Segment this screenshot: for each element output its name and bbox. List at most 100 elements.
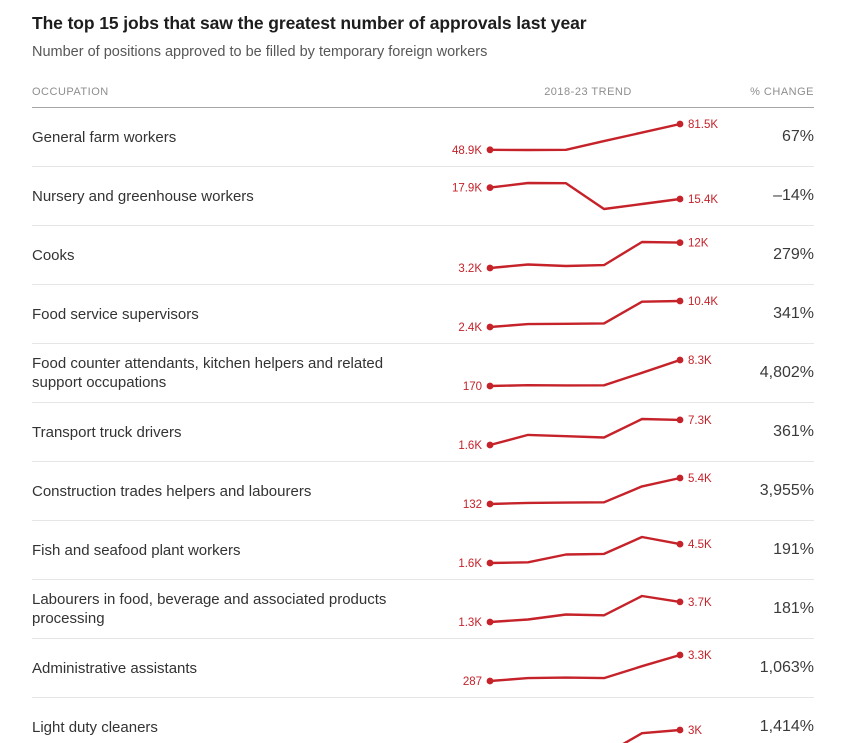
column-header-occupation: OCCUPATION (32, 86, 109, 98)
sparkline-svg: 287 3.3K (463, 650, 712, 688)
end-value-label: 12K (688, 238, 709, 250)
start-dot (486, 441, 494, 449)
trend-sparkline-cell: 1.3K 3.7K (432, 580, 744, 638)
table-row: Transport truck drivers 1.6K 7.3K 361% (32, 403, 814, 462)
sparkline-svg: 48.9K 81.5K (452, 119, 718, 157)
percent-change-value: 67% (781, 128, 814, 145)
trend-line (488, 240, 682, 270)
occupation-label: Labourers in food, beverage and associat… (32, 591, 387, 627)
percent-change-value: 4,802% (759, 364, 814, 381)
trend-line (488, 181, 682, 211)
end-value-label: 10.4K (688, 296, 718, 308)
trend-sparkline-cell: 1.6K 7.3K (432, 403, 744, 461)
table-row: Food counter attendants, kitchen helpers… (32, 344, 814, 403)
percent-change-value: –14% (773, 187, 814, 204)
start-value-label: 1.6K (458, 440, 482, 452)
end-dot (676, 726, 684, 734)
sparkline-svg: 170 8.3K (463, 355, 712, 393)
chart-subtitle: Number of positions approved to be fille… (32, 44, 488, 60)
start-value-label: 1.3K (458, 617, 482, 629)
start-dot (486, 146, 494, 154)
start-dot (486, 500, 494, 508)
start-value-label: 48.9K (452, 145, 482, 157)
end-value-label: 7.3K (688, 415, 712, 427)
sparkline-svg: 2.4K 10.4K (458, 296, 718, 334)
occupation-label: General farm workers (32, 128, 177, 146)
end-dot (676, 416, 684, 424)
trend-sparkline-cell: 287 3.3K (432, 639, 744, 697)
end-value-label: 8.3K (688, 355, 712, 367)
trend-line (488, 417, 682, 447)
end-dot (676, 297, 684, 305)
start-value-label: 287 (463, 676, 482, 688)
start-dot (486, 677, 494, 685)
trend-sparkline-cell: 3K (432, 698, 744, 743)
sparkline-svg: 3.2K 12K (458, 238, 709, 275)
end-value-label: 81.5K (688, 119, 718, 131)
trend-line (488, 476, 682, 506)
trend-line (488, 122, 682, 152)
occupation-label: Food service supervisors (32, 305, 199, 323)
start-value-label: 3.2K (458, 263, 482, 275)
end-dot (676, 651, 684, 659)
occupation-label: Construction trades helpers and labourer… (32, 482, 312, 500)
trend-sparkline-cell: 170 8.3K (432, 344, 744, 402)
end-value-label: 4.5K (688, 539, 712, 551)
occupation-label: Nursery and greenhouse workers (32, 187, 254, 205)
trend-line (488, 653, 682, 683)
end-value-label: 15.4K (688, 194, 718, 206)
occupation-label: Transport truck drivers (32, 423, 182, 441)
table-row: Administrative assistants 287 3.3K 1,063% (32, 639, 814, 698)
trend-line (488, 594, 682, 624)
start-value-label: 1.6K (458, 558, 482, 570)
percent-change-value: 181% (773, 600, 814, 617)
percent-change-value: 341% (773, 305, 814, 322)
end-value-label: 5.4K (688, 473, 712, 485)
table-row: Labourers in food, beverage and associat… (32, 580, 814, 639)
end-value-label: 3.3K (688, 650, 712, 662)
start-dot (486, 184, 494, 191)
table-row: General farm workers 48.9K 81.5K 67% (32, 108, 814, 167)
chart-title: The top 15 jobs that saw the greatest nu… (32, 13, 587, 33)
trend-line (488, 299, 682, 329)
end-dot (676, 120, 684, 128)
percent-change-value: 1,414% (759, 718, 814, 735)
trend-sparkline-cell: 1.6K 4.5K (432, 521, 744, 579)
trend-sparkline-cell: 3.2K 12K (432, 226, 744, 284)
trend-sparkline-cell: 132 5.4K (432, 462, 744, 520)
sparkline-svg: 1.3K 3.7K (458, 594, 712, 629)
start-dot (486, 264, 494, 272)
occupation-label: Cooks (32, 246, 75, 264)
trend-line (488, 535, 682, 565)
column-header-trend: 2018-23 TREND (544, 86, 632, 98)
end-dot (676, 598, 684, 606)
table-row: Nursery and greenhouse workers 17.9K 15.4… (32, 167, 814, 226)
occupation-label: Food counter attendants, kitchen helpers… (32, 355, 384, 391)
start-dot (486, 559, 494, 567)
percent-change-value: 1,063% (759, 659, 814, 676)
end-value-label: 3.7K (688, 597, 712, 609)
percent-change-value: 361% (773, 423, 814, 440)
end-dot (676, 356, 684, 364)
sparkline-svg: 3K (622, 725, 702, 743)
percent-change-value: 191% (773, 541, 814, 558)
end-dot (676, 474, 684, 482)
table-row: Cooks 3.2K 12K 279% (32, 226, 814, 285)
occupation-label: Light duty cleaners (32, 718, 158, 736)
start-dot (486, 323, 494, 331)
start-dot (486, 382, 494, 390)
start-value-label: 17.9K (452, 183, 482, 195)
start-dot (486, 618, 494, 626)
sparkline-svg: 17.9K 15.4K (452, 181, 718, 211)
trend-line (488, 358, 682, 388)
table-body: General farm workers 48.9K 81.5K 67% Nurs… (32, 108, 814, 743)
sparkline-svg: 1.6K 4.5K (458, 535, 712, 570)
sparkline-svg: 1.6K 7.3K (458, 415, 712, 452)
sparkline-svg: 132 5.4K (463, 473, 712, 511)
percent-change-value: 279% (773, 246, 814, 263)
table-row: Food service supervisors 2.4K 10.4K 341% (32, 285, 814, 344)
end-value-label: 3K (688, 725, 702, 737)
end-dot (676, 239, 684, 246)
trend-sparkline-cell: 2.4K 10.4K (432, 285, 744, 343)
